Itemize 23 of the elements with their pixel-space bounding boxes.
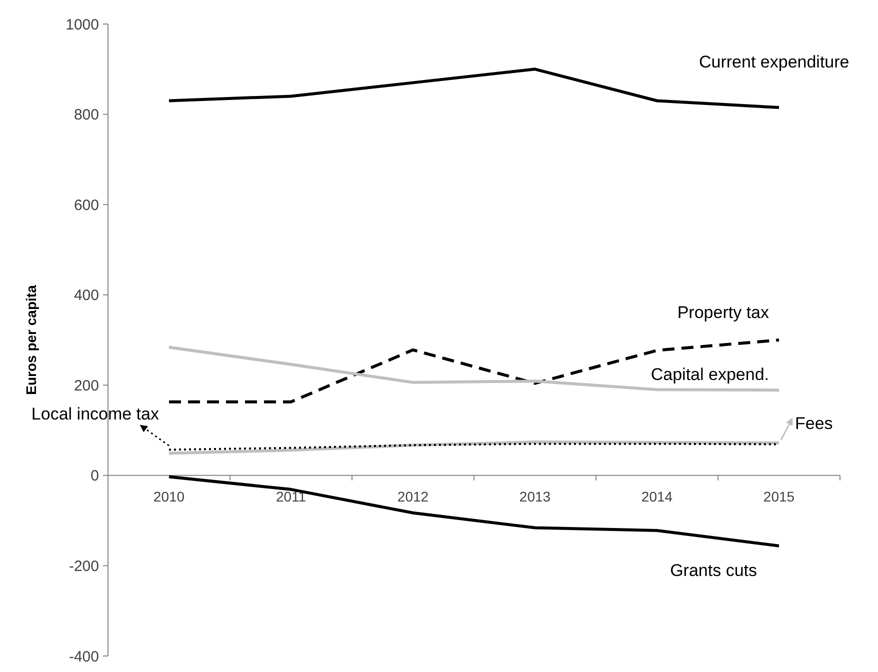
y-tick-label: 800 bbox=[74, 106, 99, 124]
series-label: Property tax bbox=[677, 303, 770, 322]
series-label: Grants cuts bbox=[670, 560, 757, 580]
y-tick-label: 1000 bbox=[66, 16, 99, 34]
x-tick-label: 2015 bbox=[763, 488, 795, 504]
y-axis-title: Euros per capita bbox=[23, 284, 39, 395]
y-tick-label: -200 bbox=[68, 558, 99, 575]
x-tick-label: 2011 bbox=[276, 488, 306, 504]
series-label: Capital expend. bbox=[650, 365, 769, 384]
x-tick-label: 2012 bbox=[397, 488, 429, 504]
series-label: Local income tax bbox=[31, 404, 160, 424]
series-label: Current expenditure bbox=[699, 52, 850, 72]
legend-label: Fees bbox=[795, 414, 833, 433]
y-tick-label: 0 bbox=[90, 468, 99, 485]
line-series bbox=[168, 338, 780, 404]
y-tick-label: 200 bbox=[74, 377, 99, 394]
x-tick-label: 2013 bbox=[519, 488, 551, 504]
x-tick-label: 2014 bbox=[641, 488, 673, 504]
y-tick-label: -400 bbox=[68, 648, 99, 666]
line-series bbox=[168, 346, 780, 392]
x-tick-label: 2010 bbox=[153, 488, 185, 504]
y-tick-label: 400 bbox=[74, 287, 99, 304]
y-tick-label: 600 bbox=[74, 196, 99, 214]
